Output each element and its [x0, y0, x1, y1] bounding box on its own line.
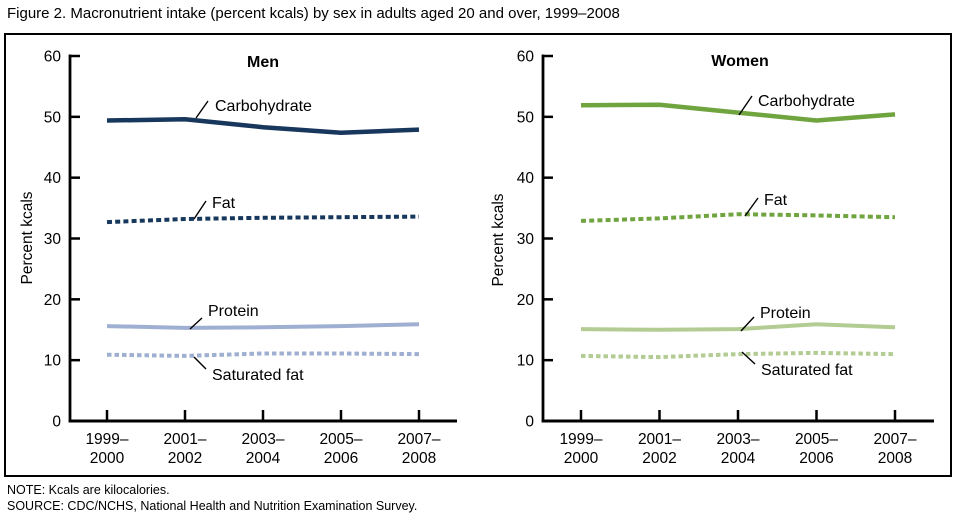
y-tick-label: 0 — [52, 414, 61, 431]
series-label: Saturated fat — [212, 367, 304, 384]
x-tick-label: 2007– — [873, 431, 916, 448]
x-tick-label: 2004 — [721, 450, 756, 467]
leader-line — [189, 317, 203, 330]
y-axis-title: Percent kcals — [490, 193, 507, 286]
y-tick-label: 50 — [44, 109, 62, 126]
leader-line — [741, 351, 756, 365]
y-tick-label: 10 — [44, 353, 62, 370]
x-tick-label: 2006 — [324, 450, 358, 467]
men-saturated-fat-line — [106, 351, 420, 358]
leader-line — [744, 197, 759, 217]
y-tick-label: 30 — [44, 231, 62, 248]
x-tick-label: 2006 — [799, 450, 833, 467]
women-fat-line — [580, 212, 896, 223]
men-carbohydrate-line — [106, 117, 420, 135]
men-fat-line — [106, 214, 420, 225]
note-text: NOTE: Kcals are kilocalories. — [7, 483, 170, 497]
x-tick-label: 2005– — [795, 431, 838, 448]
y-tick-label: 60 — [44, 49, 62, 66]
x-tick-label: 2005– — [319, 431, 362, 448]
series-label: Fat — [212, 195, 236, 212]
y-tick-label: 20 — [44, 292, 62, 309]
y-tick-label: 40 — [517, 170, 535, 187]
x-tick-label: 2003– — [241, 431, 284, 448]
leader-line — [740, 316, 755, 332]
women-protein-line — [580, 322, 896, 332]
y-tick-label: 20 — [517, 292, 535, 309]
series-label: Saturated fat — [761, 362, 853, 379]
y-axis-title: Percent kcals — [19, 191, 36, 284]
leader-line — [738, 95, 753, 116]
panel-women: 0 10 20 30 40 50 60 1999– 2000 2001– 2002 2003– 2004… — [490, 49, 934, 467]
women-saturated-fat-line — [580, 350, 896, 360]
y-tick-label: 30 — [517, 231, 535, 248]
x-tick-label: 2004 — [246, 450, 281, 467]
x-tick-label: 1999– — [85, 431, 128, 448]
figure-title: Figure 2. Macronutrient intake (percent … — [7, 5, 620, 22]
series-label: Protein — [760, 305, 811, 322]
series-label: Fat — [764, 192, 788, 209]
series-label: Protein — [208, 303, 259, 320]
x-tick-label: 2008 — [878, 450, 912, 467]
source-text: SOURCE: CDC/NCHS, National Health and Nu… — [7, 499, 418, 513]
panel-men: 0 10 20 30 40 50 60 1999– 2000 2001– 2002 2003– 2004… — [19, 49, 457, 467]
x-tick-label: 2008 — [402, 450, 436, 467]
x-tick-label: 2001– — [163, 431, 206, 448]
y-tick-label: 0 — [525, 414, 534, 431]
y-tick-label: 50 — [517, 109, 535, 126]
men-protein-line — [106, 322, 420, 330]
y-tick-label: 60 — [517, 49, 535, 66]
series-label: Carbohydrate — [758, 93, 855, 110]
x-tick-label: 2007– — [397, 431, 440, 448]
series-label: Carbohydrate — [215, 98, 312, 115]
x-tick-label: 2002 — [642, 450, 676, 467]
women-carbohydrate-line — [580, 102, 896, 123]
x-tick-label: 2000 — [564, 450, 599, 467]
y-tick-label: 10 — [517, 353, 535, 370]
x-tick-label: 2001– — [638, 431, 681, 448]
panel-title: Women — [711, 53, 768, 70]
leader-line — [193, 356, 207, 370]
leader-line — [193, 200, 207, 220]
x-tick-label: 2000 — [90, 450, 125, 467]
leader-line — [195, 100, 209, 119]
x-tick-label: 2002 — [168, 450, 202, 467]
panel-title: Men — [247, 54, 279, 71]
x-tick-label: 2003– — [716, 431, 759, 448]
chart-frame — [4, 33, 952, 477]
x-tick-label: 1999– — [559, 431, 602, 448]
y-tick-label: 40 — [44, 170, 62, 187]
